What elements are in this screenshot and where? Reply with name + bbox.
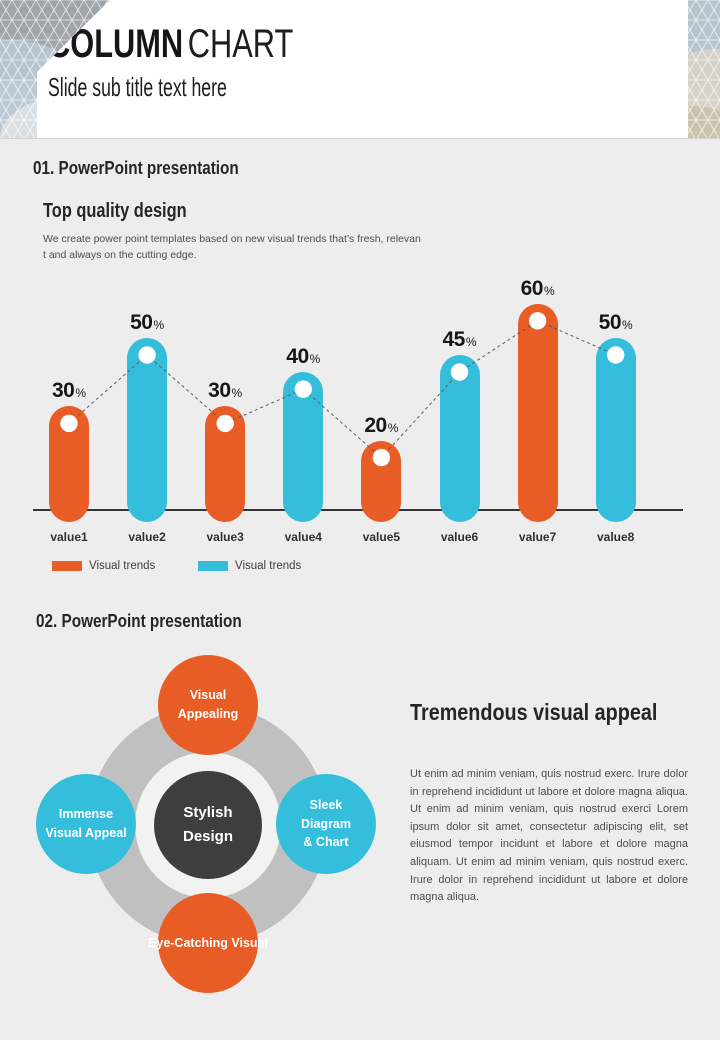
- chart-bar-value4: [283, 372, 324, 522]
- chart-bar-value3: [205, 406, 246, 522]
- diagram-satellite-left: Immense Visual Appeal: [36, 774, 136, 874]
- right-column-body: Ut enim ad minim veniam, quis nostrud ex…: [410, 768, 688, 904]
- diagram-satellite-right: Sleek Diagram & Chart: [276, 774, 376, 874]
- chart-legend: Visual trends Visual trends: [52, 560, 344, 572]
- bar-value-label: 30%: [208, 379, 243, 403]
- legend-swatch: [198, 561, 228, 571]
- legend-label: Visual trends: [89, 560, 156, 572]
- chart-bar-value6: [439, 355, 480, 522]
- diagram-satellite-left-label: Immense Visual Appeal: [45, 807, 127, 840]
- chart-bar-value7: [517, 303, 558, 522]
- right-column-heading: Tremendous visual appeal: [410, 699, 658, 725]
- section2-heading: 02. PowerPoint presentation: [36, 611, 242, 631]
- bar-category-label: value5: [362, 530, 401, 544]
- diagram-satellite-bottom: Eye-Catching Visual: [148, 893, 268, 993]
- bar-category-label: value2: [128, 530, 166, 544]
- chart-bar-value2: [127, 338, 168, 522]
- page-title-light: CHART: [187, 22, 294, 66]
- chart-axis-line: [33, 509, 683, 511]
- bar-category-label: value6: [440, 530, 479, 544]
- diagram-center-label: Stylish Design: [182, 804, 233, 845]
- bar-value-label: 30%: [51, 379, 87, 403]
- page-title: COLUMN CHART: [48, 24, 293, 64]
- chart-bar-value8: [595, 338, 636, 522]
- column-chart: Visual trends Visual trends 30% value1 50% v…: [33, 268, 689, 584]
- bar-category-label: value3: [206, 530, 244, 544]
- diagram-satellite-bottom-label: Eye-Catching Visual: [148, 935, 268, 950]
- chart-bar-value5: [361, 440, 402, 522]
- bar-value-label: 50%: [598, 311, 633, 334]
- bar-value-label: 40%: [286, 345, 321, 369]
- diagram-satellite-top-label: Visual Appealing: [177, 688, 239, 721]
- bar-value-label: 20%: [364, 413, 399, 437]
- section1-body: We create power point templates based on…: [43, 233, 421, 261]
- diagram-satellite-right-label: Sleek Diagram & Chart: [300, 797, 352, 850]
- page-subtitle: Slide sub title text here: [48, 72, 227, 102]
- bar-value-label: 50%: [130, 311, 165, 334]
- diagram-satellite-top: Visual Appealing: [158, 655, 258, 755]
- legend-item: Visual trends: [198, 560, 344, 572]
- bar-category-label: value4: [284, 530, 322, 544]
- header-card: COLUMN CHART Slide sub title text here: [37, 0, 688, 138]
- diagram-center-circle: Stylish Design: [154, 771, 262, 879]
- header-band: COLUMN CHART Slide sub title text here: [0, 0, 720, 139]
- legend-item: Visual trends: [52, 560, 198, 572]
- chart-bar-value1: [49, 406, 89, 522]
- bar-value-label: 45%: [442, 328, 477, 352]
- section1-heading: 01. PowerPoint presentation: [33, 158, 239, 178]
- bar-category-label: value7: [518, 530, 557, 544]
- legend-label: Visual trends: [235, 560, 302, 572]
- legend-swatch: [52, 561, 82, 571]
- bar-value-label: 60%: [520, 276, 555, 300]
- bar-category-label: value1: [50, 530, 88, 544]
- section1-subheading: Top quality design: [43, 200, 187, 222]
- bar-category-label: value8: [597, 530, 635, 544]
